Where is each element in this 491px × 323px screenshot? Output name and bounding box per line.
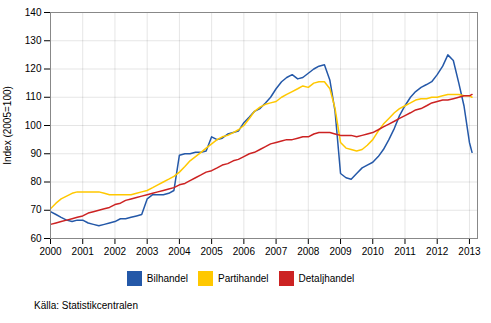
svg-text:70: 70 [30, 204, 42, 215]
html-text:Källa: Statistikcentralen: Källa: Statistikcentralen [34, 300, 138, 311]
svg-text:2009: 2009 [329, 246, 352, 257]
svg-text:2013: 2013 [458, 246, 481, 257]
svg-text:110: 110 [26, 91, 42, 102]
html-text:Bilhandel: Bilhandel [146, 273, 188, 284]
svg-text:120: 120 [25, 63, 42, 74]
svg-text:2011: 2011 [394, 246, 416, 257]
svg-text:2006: 2006 [233, 246, 256, 257]
svg-text:2008: 2008 [297, 246, 320, 257]
svg-text:60: 60 [30, 233, 42, 244]
svg-text:2001: 2001 [72, 246, 95, 257]
svg-text:2007: 2007 [265, 246, 288, 257]
svg-text:2005: 2005 [201, 246, 224, 257]
svg-text:2000: 2000 [39, 246, 62, 257]
svg-text:2010: 2010 [362, 246, 385, 257]
svg-text:2012: 2012 [426, 246, 449, 257]
svg-text:130: 130 [25, 35, 42, 46]
svg-text:2003: 2003 [136, 246, 159, 257]
svg-text:140: 140 [25, 7, 42, 18]
html-text:Partihandel: Partihandel [218, 273, 269, 284]
svg-text:Index (2005=100): Index (2005=100) [2, 86, 13, 165]
svg-text:2004: 2004 [168, 246, 191, 257]
svg-text:100: 100 [25, 120, 42, 131]
svg-text:80: 80 [30, 176, 42, 187]
svg-text:90: 90 [30, 148, 42, 159]
svg-text:2002: 2002 [104, 246, 127, 257]
html-text:Detaljhandel: Detaljhandel [298, 273, 355, 284]
